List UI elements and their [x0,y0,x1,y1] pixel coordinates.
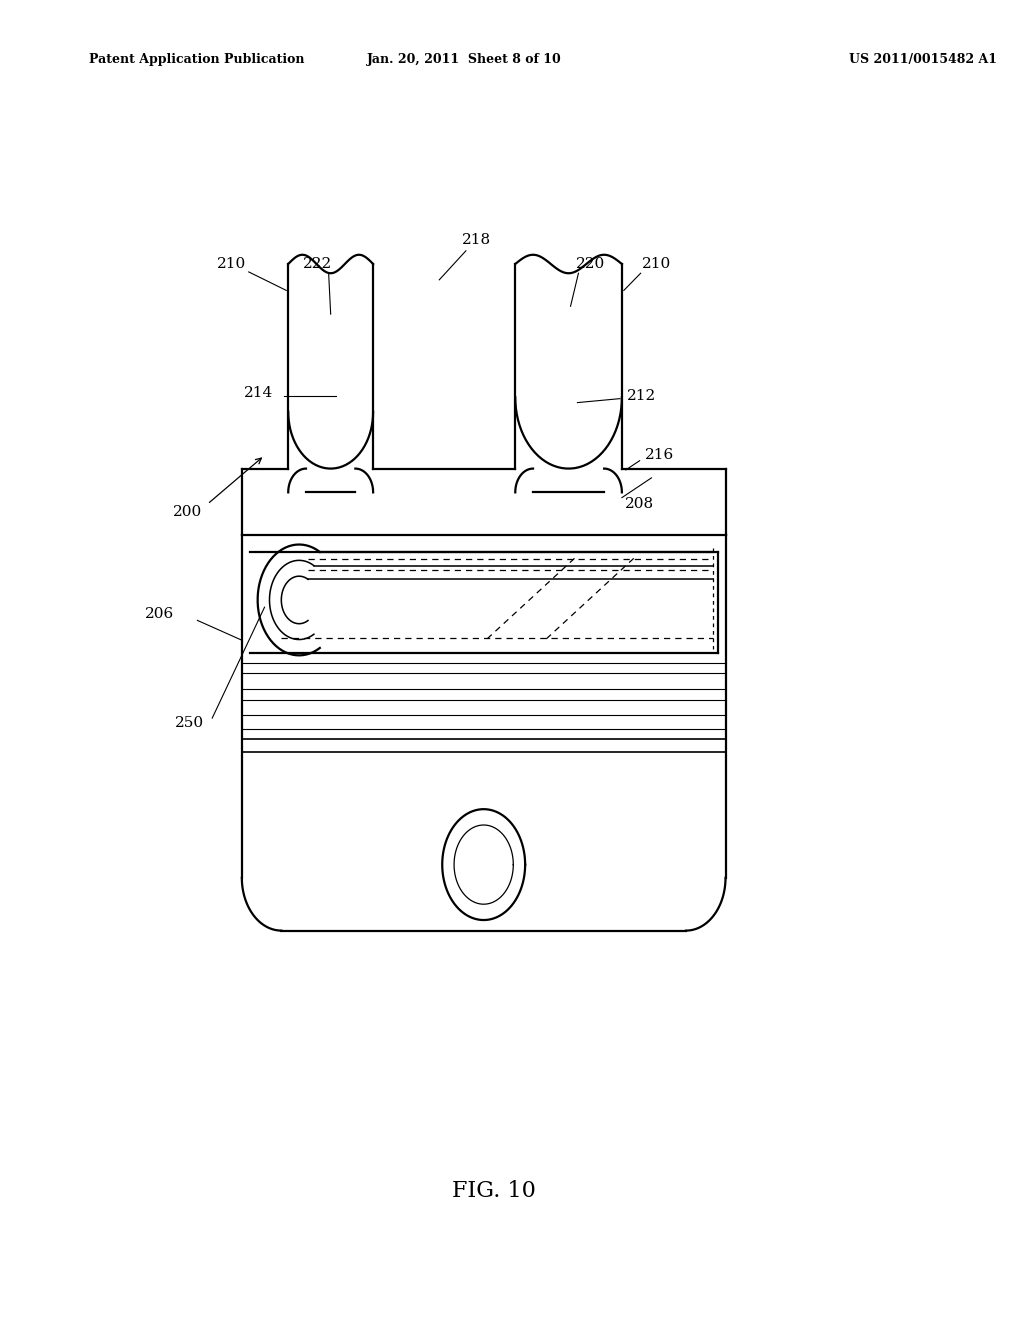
Text: 208: 208 [625,498,654,511]
Text: 214: 214 [244,387,273,400]
Text: 250: 250 [175,717,204,730]
Text: Patent Application Publication: Patent Application Publication [89,53,304,66]
Text: 210: 210 [217,257,247,271]
Text: 206: 206 [145,607,174,620]
Text: 212: 212 [627,389,656,403]
Text: 220: 220 [575,257,605,271]
Text: Jan. 20, 2011  Sheet 8 of 10: Jan. 20, 2011 Sheet 8 of 10 [367,53,561,66]
Text: FIG. 10: FIG. 10 [452,1180,536,1201]
Text: 200: 200 [173,506,202,519]
Text: 218: 218 [462,234,492,247]
Text: 210: 210 [642,257,671,271]
Text: US 2011/0015482 A1: US 2011/0015482 A1 [849,53,997,66]
Text: 216: 216 [645,449,674,462]
Text: 222: 222 [303,257,333,271]
